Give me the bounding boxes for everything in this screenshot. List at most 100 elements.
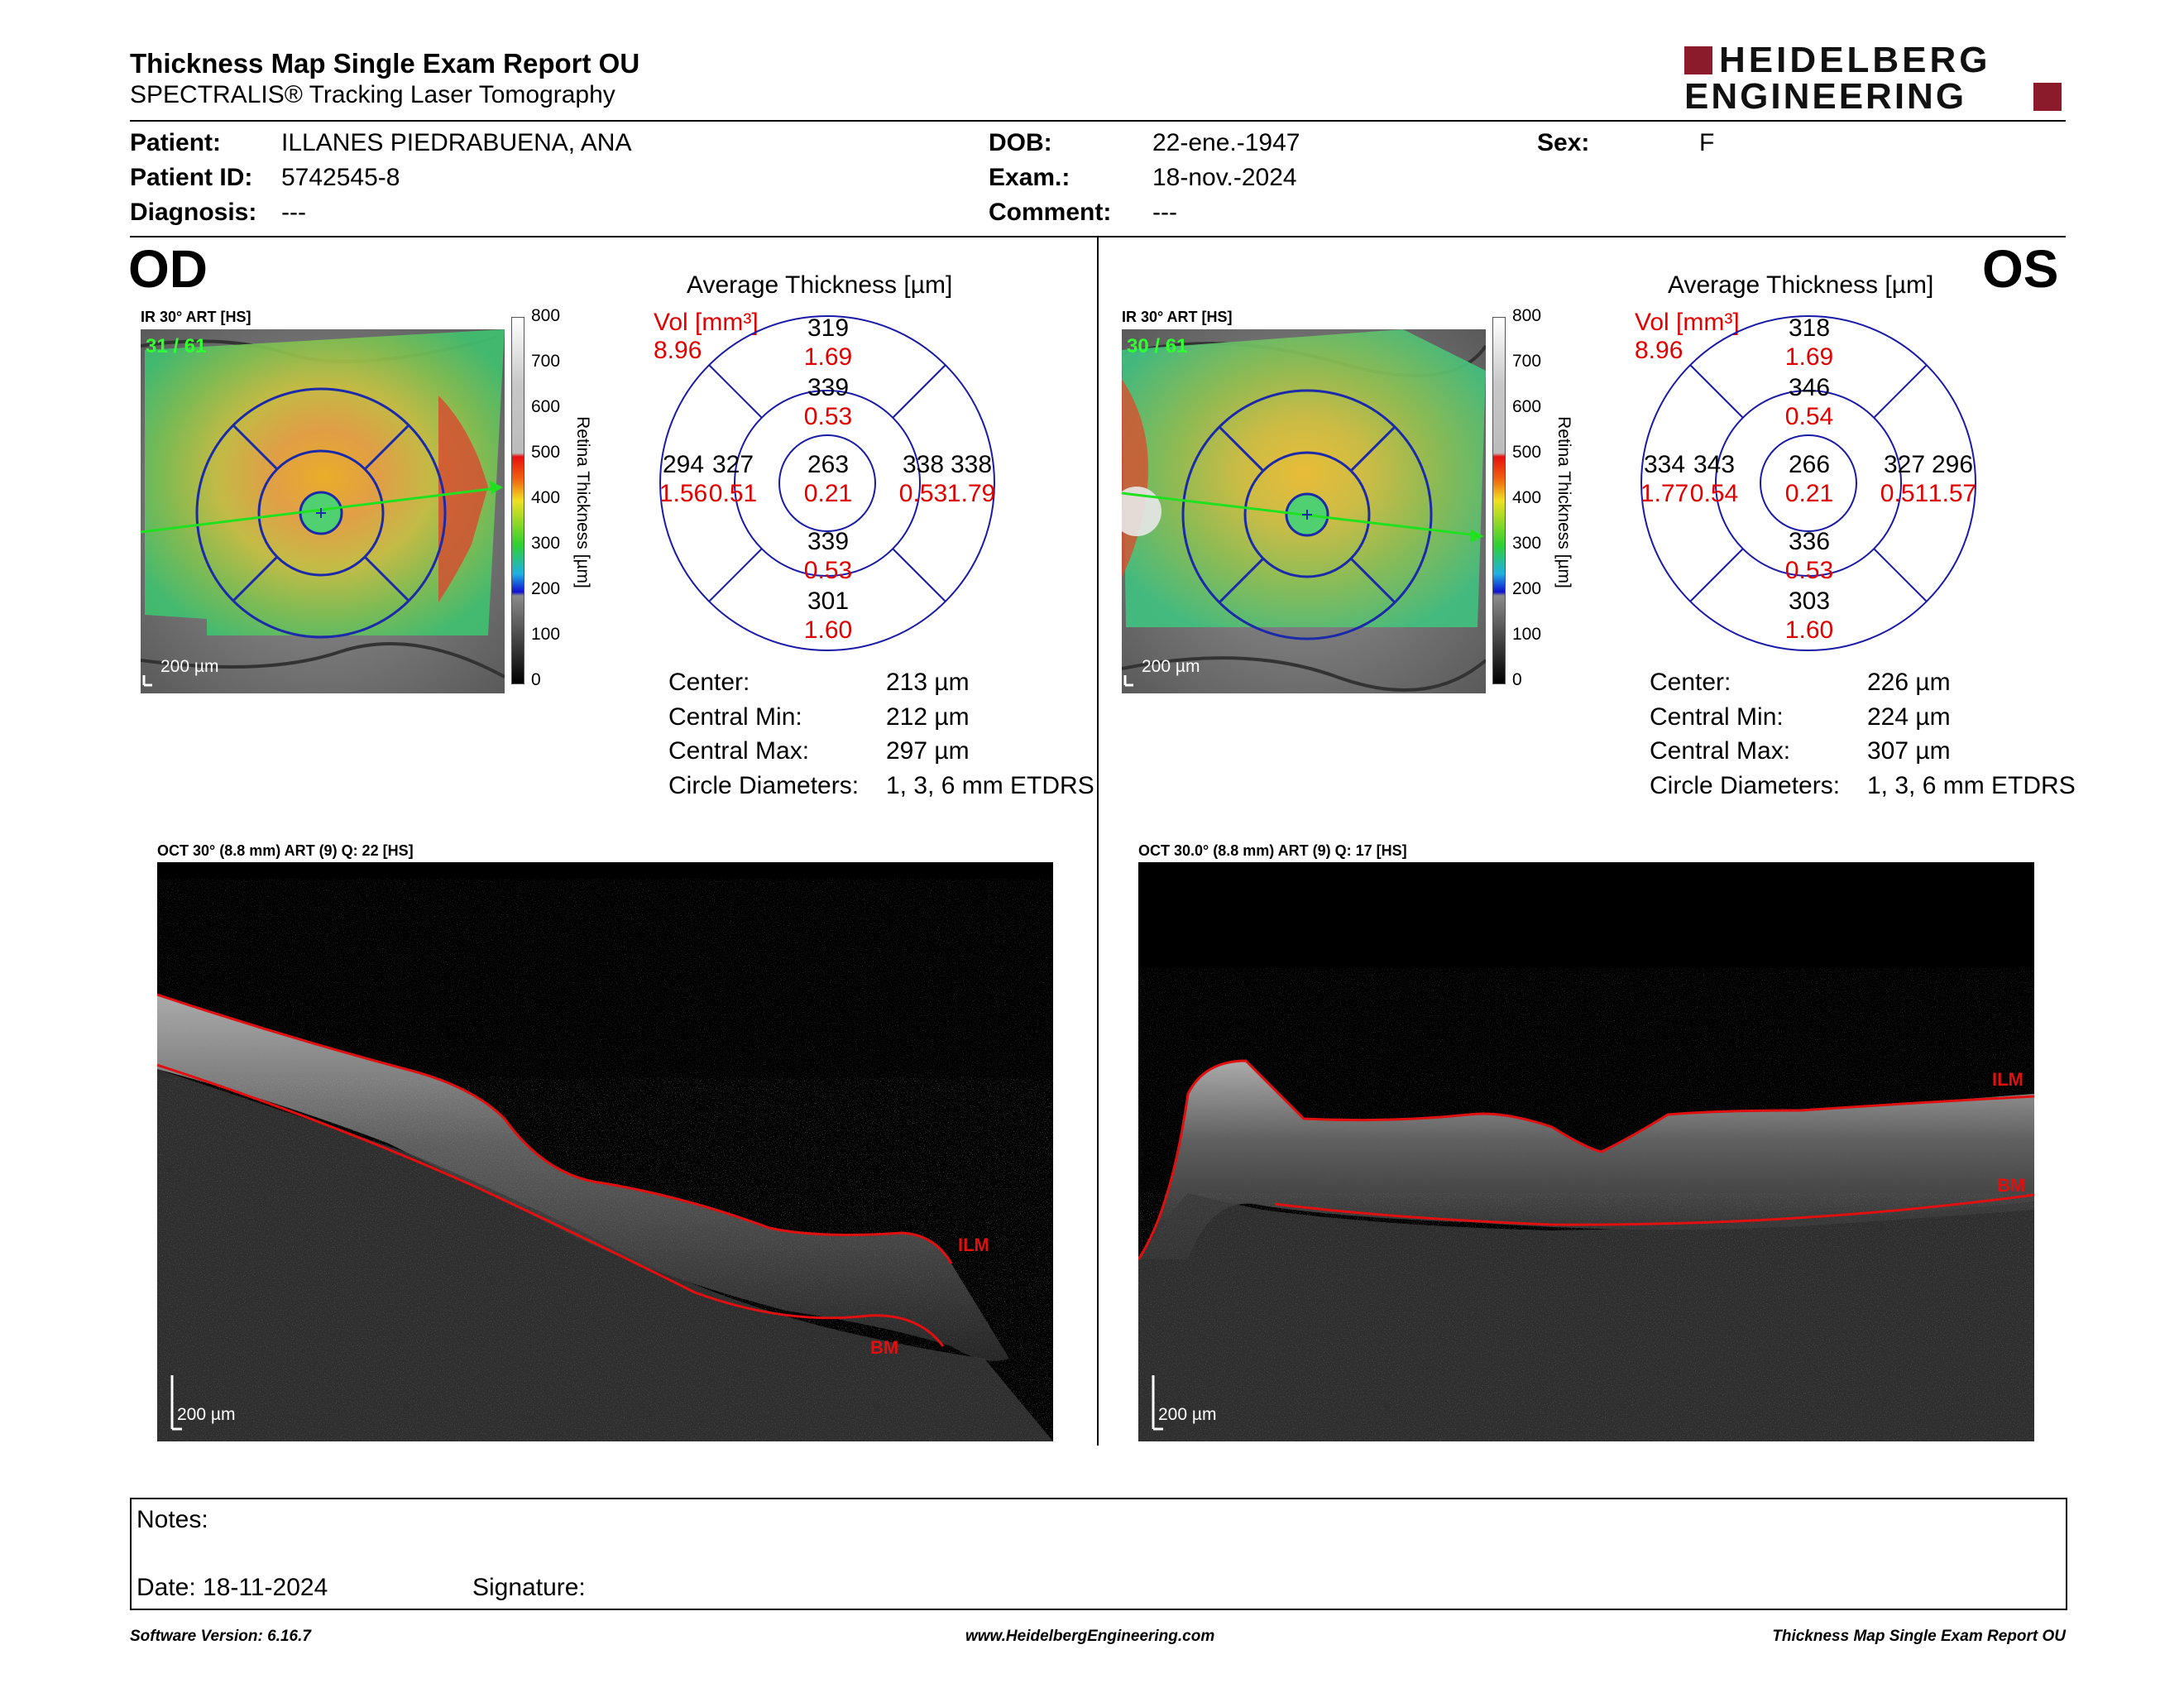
tick: 100 <box>531 625 561 644</box>
software-version: Software Version: 6.16.7 <box>130 1628 311 1645</box>
od-outer-right-volume: 1.79 <box>946 480 996 507</box>
os-stat-value: 224 µm <box>1867 703 1951 731</box>
tick: 400 <box>531 488 561 507</box>
signature-label: Signature: <box>472 1574 586 1601</box>
od-center-thickness: 263 <box>807 451 850 478</box>
od-avg-title: Average Thickness [µm] <box>687 271 953 299</box>
os-stat-value: 1, 3, 6 mm ETDRS <box>1867 772 2076 799</box>
os-fundus-scale: 200 µm <box>1142 657 1200 676</box>
website-link[interactable]: www.HeidelbergEngineering.com <box>965 1628 1215 1645</box>
patient-label: Patient: <box>130 129 222 156</box>
tick: 0 <box>1512 670 1522 689</box>
od-stat-label: Central Max: <box>668 737 810 765</box>
od-ilm-label: ILM <box>958 1235 989 1255</box>
patient-name: ILLANES PIEDRABUENA, ANA <box>281 129 632 156</box>
os-avg-title: Average Thickness [µm] <box>1668 271 1934 299</box>
os-grid-values: 318 1.69 346 0.54 266 0.21 334 1.77 343 … <box>1640 314 1979 654</box>
tick: 0 <box>531 670 541 689</box>
od-stat-label: Central Min: <box>668 703 802 731</box>
os-stat-label: Center: <box>1650 669 1731 696</box>
tick: 500 <box>531 443 561 462</box>
tick: 100 <box>1512 625 1542 644</box>
od-outer-sup-thickness: 319 <box>807 314 850 342</box>
report-title: Thickness Map Single Exam Report OU <box>130 48 640 79</box>
os-outer-inf-volume: 1.60 <box>1784 616 1834 644</box>
report-subtitle: SPECTRALIS® Tracking Laser Tomography <box>130 81 615 108</box>
tick: 800 <box>531 306 561 325</box>
od-bm-label: BM <box>870 1337 899 1358</box>
od-grid-values: 319 1.69 339 0.53 263 0.21 294 1.56 327 … <box>659 314 998 654</box>
od-stat-value: 213 µm <box>886 669 970 696</box>
od-etdrs-grid <box>659 315 995 651</box>
os-frame-count: 30 / 61 <box>1127 335 1188 357</box>
os-oct-bscan <box>1138 862 2034 1441</box>
logo-square-icon <box>2033 83 2062 111</box>
od-outer-left-thickness: 294 <box>662 451 705 478</box>
os-etdrs-grid <box>1640 315 1976 651</box>
od-stat-value: 212 µm <box>886 703 970 731</box>
os-ilm-label: ILM <box>1992 1069 2024 1090</box>
dob-label: DOB: <box>989 129 1052 156</box>
od-outer-left-volume: 1.56 <box>659 480 708 507</box>
diagnosis: --- <box>281 199 306 226</box>
os-fundus-image <box>1122 329 1486 693</box>
os-vol-total: 8.96 <box>1635 337 1684 364</box>
notes-box[interactable]: Notes: Date: 18-11-2024 Signature: <box>130 1498 2067 1610</box>
tick: 600 <box>531 397 561 416</box>
od-stat-label: Center: <box>668 669 750 696</box>
header-divider <box>130 120 2066 122</box>
os-outer-right-volume: 1.57 <box>1928 480 1977 507</box>
os-inner-sup-thickness: 346 <box>1788 374 1831 401</box>
od-outer-right-thickness: 338 <box>950 451 993 478</box>
od-outer-inf-volume: 1.60 <box>803 616 853 644</box>
tick: 300 <box>531 534 561 553</box>
tick: 500 <box>1512 443 1542 462</box>
tick: 400 <box>1512 488 1542 507</box>
os-stat-label: Central Min: <box>1650 703 1784 731</box>
logo-text-bottom: ENGINEERING <box>1684 76 1967 117</box>
os-inner-right-thickness: 327 <box>1883 451 1926 478</box>
patient-id: 5742545-8 <box>281 164 400 191</box>
sex: F <box>1699 129 1715 156</box>
os-bm-label: BM <box>1997 1175 2026 1196</box>
od-fundus-label: IR 30° ART [HS] <box>141 309 251 325</box>
od-inner-right-volume: 0.53 <box>898 480 948 507</box>
os-colorbar-ticks: 800 700 600 500 400 300 200 100 0 <box>1512 306 1554 695</box>
os-outer-sup-volume: 1.69 <box>1784 343 1834 371</box>
tick: 600 <box>1512 397 1542 416</box>
os-oct-scale: 200 µm <box>1158 1405 1217 1424</box>
od-center-volume: 0.21 <box>803 480 853 507</box>
od-frame-count: 31 / 61 <box>146 335 207 357</box>
logo-text-top: HEIDELBERG <box>1719 40 1991 80</box>
comment: --- <box>1152 199 1177 226</box>
sex-label: Sex: <box>1537 129 1590 156</box>
os-fundus-label: IR 30° ART [HS] <box>1122 309 1233 325</box>
exam-date: 18-nov.-2024 <box>1152 164 1297 191</box>
os-stat-value: 307 µm <box>1867 737 1951 765</box>
os-inner-right-volume: 0.51 <box>1880 480 1929 507</box>
od-colorbar <box>511 317 524 684</box>
od-inner-sup-volume: 0.53 <box>803 403 853 430</box>
patient-id-label: Patient ID: <box>130 164 253 191</box>
od-vol-label: Vol [mm³] <box>654 309 759 336</box>
comment-label: Comment: <box>989 199 1112 226</box>
eye-separator <box>1097 237 1099 1446</box>
od-oct-bscan <box>157 862 1053 1441</box>
os-outer-left-thickness: 334 <box>1643 451 1686 478</box>
os-outer-left-volume: 1.77 <box>1640 480 1689 507</box>
od-fundus-scale: 200 µm <box>160 657 219 676</box>
tick: 700 <box>531 352 561 371</box>
dob: 22-ene.-1947 <box>1152 129 1300 156</box>
os-colorbar <box>1492 317 1506 684</box>
od-colorbar-title: Retina Thickness [µm] <box>573 416 592 588</box>
eye-label-os: OS <box>1982 239 2059 299</box>
info-divider <box>130 236 2066 237</box>
od-inner-right-thickness: 338 <box>902 451 945 478</box>
logo-square-icon <box>1684 46 1712 74</box>
os-stat-value: 226 µm <box>1867 669 1951 696</box>
os-stat-label: Central Max: <box>1650 737 1791 765</box>
os-oct-label: OCT 30.0° (8.8 mm) ART (9) Q: 17 [HS] <box>1138 842 1407 859</box>
os-inner-left-thickness: 343 <box>1693 451 1736 478</box>
tick: 200 <box>1512 579 1542 598</box>
od-stat-value: 297 µm <box>886 737 970 765</box>
